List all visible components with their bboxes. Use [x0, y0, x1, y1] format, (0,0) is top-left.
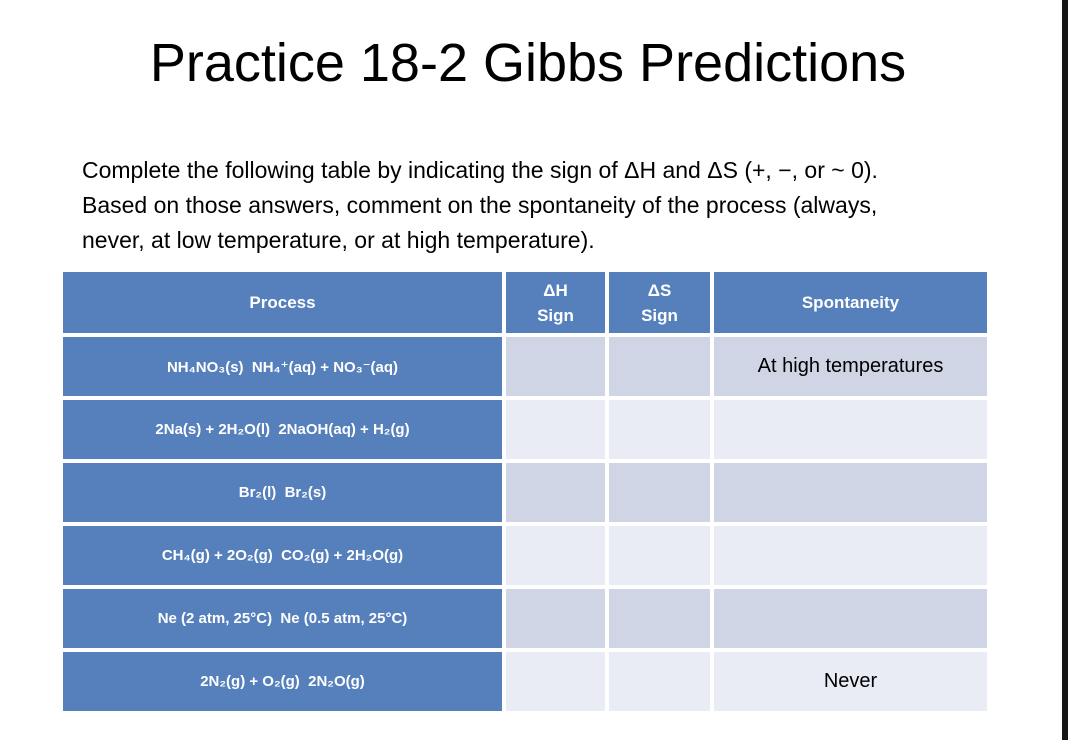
- spontaneity-cell: [714, 526, 987, 585]
- spontaneity-cell: At high temperatures: [714, 337, 987, 396]
- instructions-paragraph: Complete the following table by indicati…: [82, 153, 982, 258]
- spontaneity-cell: [714, 463, 987, 522]
- dh-sign-cell: [506, 337, 605, 396]
- instructions-line-3: never, at low temperature, or at high te…: [82, 227, 595, 253]
- ds-sign-cell: [609, 400, 710, 459]
- spontaneity-cell: [714, 400, 987, 459]
- ds-sign-cell: [609, 526, 710, 585]
- process-cell: CH₄(g) + 2O₂(g) CO₂(g) + 2H₂O(g): [63, 526, 502, 585]
- dh-header-symbol: ΔH: [543, 280, 568, 300]
- dh-header-sign-label: Sign: [537, 305, 574, 325]
- screen-right-edge-bar: [1062, 0, 1068, 740]
- process-cell: 2Na(s) + 2H₂O(l) 2NaOH(aq) + H₂(g): [63, 400, 502, 459]
- ds-sign-cell: [609, 337, 710, 396]
- ds-sign-cell: [609, 652, 710, 711]
- ds-sign-cell: [609, 589, 710, 648]
- slide-title: Practice 18-2 Gibbs Predictions: [149, 33, 907, 93]
- dh-sign-cell: [506, 652, 605, 711]
- column-header-process: Process: [63, 272, 502, 333]
- dh-sign-cell: [506, 589, 605, 648]
- instructions-line-2: Based on those answers, comment on the s…: [82, 192, 878, 218]
- dh-sign-cell: [506, 526, 605, 585]
- ds-header-symbol: ΔS: [647, 280, 672, 300]
- column-header-spontaneity: Spontaneity: [714, 272, 987, 333]
- spontaneity-cell: Never: [714, 652, 987, 711]
- dh-sign-cell: [506, 463, 605, 522]
- process-cell: NH₄NO₃(s) NH₄⁺(aq) + NO₃⁻(aq): [63, 337, 502, 396]
- process-cell: 2N₂(g) + O₂(g) 2N₂O(g): [63, 652, 502, 711]
- process-cell: Br₂(l) Br₂(s): [63, 463, 502, 522]
- column-header-ds-sign: ΔS Sign: [609, 272, 710, 333]
- gibbs-predictions-table: Process ΔH Sign ΔS Sign Spontaneity NH₄N…: [63, 272, 987, 711]
- ds-sign-cell: [609, 463, 710, 522]
- process-cell: Ne (2 atm, 25°C) Ne (0.5 atm, 25°C): [63, 589, 502, 648]
- dh-sign-cell: [506, 400, 605, 459]
- column-header-dh-sign: ΔH Sign: [506, 272, 605, 333]
- ds-header-sign-label: Sign: [641, 305, 678, 325]
- instructions-line-1: Complete the following table by indicati…: [82, 157, 878, 183]
- spontaneity-cell: [714, 589, 987, 648]
